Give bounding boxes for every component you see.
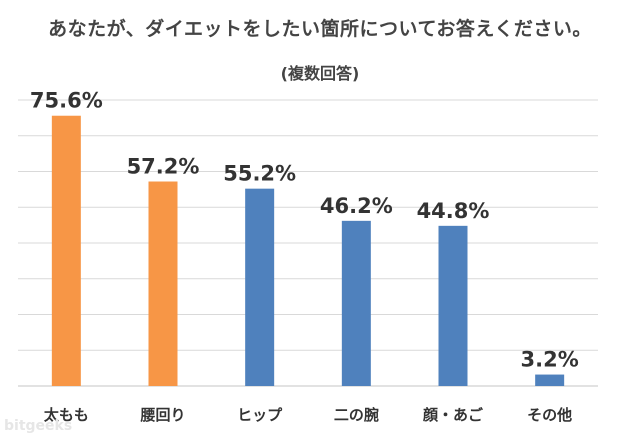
- bar-1: [51, 115, 81, 386]
- bar-6: [535, 374, 565, 386]
- value-labels: 75.6% 57.2% 55.2% 46.2% 44.8% 3.2%: [30, 89, 579, 372]
- gridlines: [18, 99, 598, 387]
- value-label-3: 55.2%: [223, 162, 296, 186]
- category-labels: 太もも 腰回り ヒップ 二の腕 顔・あご その他: [44, 406, 572, 424]
- bar-5: [438, 225, 468, 386]
- category-label-1: 太もも: [44, 406, 89, 424]
- bars: [51, 115, 565, 386]
- value-label-1: 75.6%: [30, 89, 103, 113]
- bar-2: [148, 181, 178, 386]
- category-label-3: ヒップ: [237, 406, 283, 424]
- category-label-2: 腰回り: [139, 406, 185, 424]
- chart-title: あなたが、ダイエットをしたい箇所についてお答えください。: [48, 18, 592, 40]
- value-label-6: 3.2%: [521, 348, 579, 372]
- bar-4: [341, 220, 371, 386]
- category-label-5: 顔・あご: [422, 406, 484, 424]
- category-label-6: その他: [527, 406, 572, 424]
- value-label-5: 44.8%: [417, 199, 490, 223]
- value-label-2: 57.2%: [127, 155, 200, 179]
- value-label-4: 46.2%: [320, 194, 393, 218]
- watermark-logo: bitgeeks: [4, 418, 73, 434]
- chart-subtitle: (複数回答): [280, 64, 360, 83]
- bar-3: [245, 188, 275, 386]
- category-label-4: 二の腕: [334, 406, 379, 424]
